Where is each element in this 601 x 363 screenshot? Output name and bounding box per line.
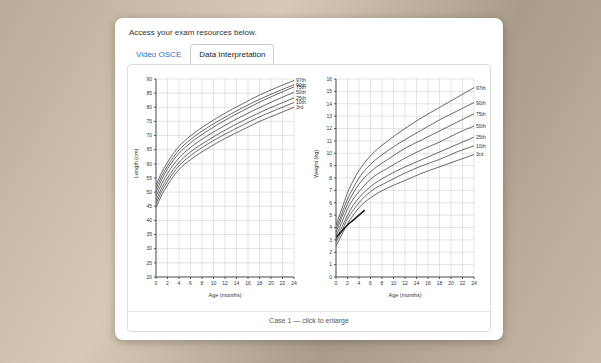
svg-text:30: 30	[146, 245, 152, 251]
svg-text:65: 65	[146, 146, 152, 152]
svg-text:25th: 25th	[476, 134, 486, 140]
svg-text:70: 70	[146, 132, 152, 138]
svg-text:80: 80	[146, 104, 152, 110]
svg-text:45: 45	[146, 203, 152, 209]
svg-text:0: 0	[335, 280, 338, 286]
svg-text:14: 14	[326, 101, 332, 107]
svg-text:60: 60	[146, 161, 152, 167]
html-text:Data Interpretation: Data Interpretation	[199, 50, 266, 59]
svg-text:50: 50	[146, 189, 152, 195]
svg-text:16: 16	[245, 280, 251, 286]
svg-text:13: 13	[326, 113, 332, 119]
svg-text:22: 22	[280, 280, 286, 286]
svg-text:8: 8	[381, 280, 384, 286]
svg-text:8: 8	[329, 175, 332, 181]
svg-text:18: 18	[437, 280, 443, 286]
svg-text:7: 7	[329, 187, 332, 193]
svg-text:6: 6	[189, 280, 192, 286]
svg-text:75: 75	[146, 118, 152, 124]
svg-text:40: 40	[146, 217, 152, 223]
svg-text:10: 10	[211, 280, 217, 286]
svg-text:12: 12	[402, 280, 408, 286]
svg-text:8: 8	[201, 280, 204, 286]
svg-text:20: 20	[146, 274, 152, 280]
svg-text:3rd: 3rd	[476, 151, 483, 157]
svg-text:22: 22	[460, 280, 466, 286]
svg-text:6: 6	[329, 200, 332, 206]
svg-text:12: 12	[222, 280, 228, 286]
svg-text:15: 15	[326, 88, 332, 94]
svg-text:0: 0	[155, 280, 158, 286]
svg-text:16: 16	[425, 280, 431, 286]
svg-text:24: 24	[291, 280, 297, 286]
svg-text:Age (months): Age (months)	[208, 292, 241, 298]
svg-text:3: 3	[329, 237, 332, 243]
svg-text:20: 20	[268, 280, 274, 286]
svg-text:5: 5	[329, 212, 332, 218]
svg-text:16: 16	[326, 76, 332, 82]
svg-text:2: 2	[329, 249, 332, 255]
svg-text:10: 10	[326, 150, 332, 156]
svg-text:1: 1	[329, 261, 332, 267]
svg-text:2: 2	[166, 280, 169, 286]
svg-text:10th: 10th	[476, 143, 486, 149]
svg-text:90th: 90th	[476, 100, 486, 106]
svg-text:14: 14	[234, 280, 240, 286]
svg-text:50th: 50th	[476, 123, 486, 129]
svg-text:4: 4	[329, 224, 332, 230]
svg-text:3rd: 3rd	[296, 104, 303, 110]
html-text:Video OSCE: Video OSCE	[136, 50, 182, 59]
svg-text:Age (months): Age (months)	[388, 292, 421, 298]
svg-text:10: 10	[391, 280, 397, 286]
html-text:Case 1 — click to enlarge: Case 1 — click to enlarge	[269, 317, 349, 324]
svg-text:20: 20	[448, 280, 454, 286]
svg-text:97th: 97th	[476, 85, 486, 91]
svg-text:10th: 10th	[296, 99, 306, 106]
svg-text:Weight (kg): Weight (kg)	[313, 150, 319, 178]
svg-text:55: 55	[146, 175, 152, 181]
svg-text:9: 9	[329, 162, 332, 168]
svg-text:14: 14	[414, 280, 420, 286]
svg-text:25: 25	[146, 260, 152, 266]
svg-text:97th: 97th	[296, 77, 306, 84]
svg-text:25th: 25th	[296, 95, 306, 101]
svg-text:35: 35	[146, 231, 152, 237]
svg-text:6: 6	[369, 280, 372, 286]
svg-text:18: 18	[257, 280, 263, 286]
svg-text:Length (cm): Length (cm)	[133, 148, 139, 178]
svg-text:24: 24	[471, 280, 477, 286]
svg-text:4: 4	[358, 280, 361, 286]
svg-text:75th: 75th	[476, 111, 486, 117]
svg-text:85: 85	[146, 90, 152, 96]
svg-text:0: 0	[329, 274, 332, 280]
svg-text:4: 4	[178, 280, 181, 286]
svg-text:50th: 50th	[296, 89, 306, 96]
html-text:Access your exam resources bel: Access your exam resources below.	[129, 28, 257, 37]
svg-text:12: 12	[326, 125, 332, 131]
svg-text:2: 2	[346, 280, 349, 286]
svg-text:75th: 75th	[296, 83, 306, 90]
svg-text:90: 90	[146, 76, 152, 82]
svg-text:11: 11	[327, 138, 332, 144]
